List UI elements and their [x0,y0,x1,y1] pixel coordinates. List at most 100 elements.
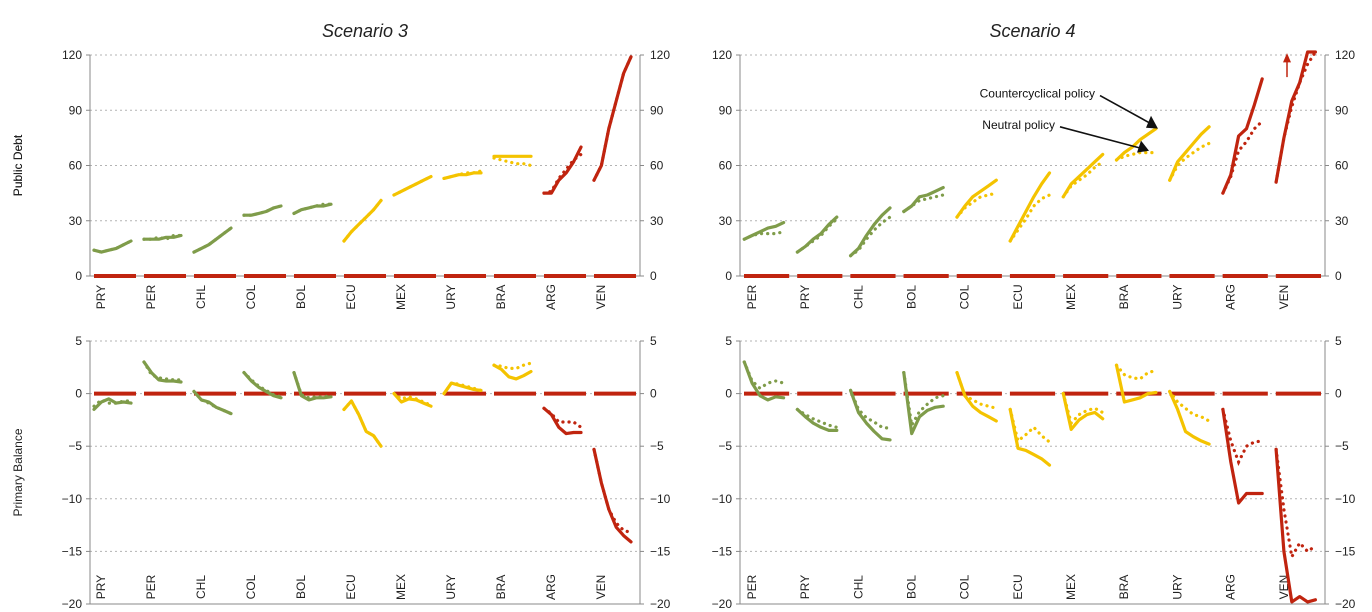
category-label: BRA [1117,575,1131,600]
category-label: ARG [1224,284,1238,310]
series-dotted-ury [442,381,483,396]
y-tick-label-left: −20 [62,597,83,611]
series-line-ven [592,447,633,544]
category-label: COL [958,574,972,599]
y-tick-label-right: 90 [650,103,664,117]
y-axis-label: Public Debt [11,134,25,196]
y-axis-label: Public Debt [11,134,25,196]
category-label: URY [1170,284,1184,309]
annotation-arrow-2 [1059,126,1141,149]
y-tick-label-left: −10 [62,492,83,506]
y-tick-label-left: 0 [725,387,732,401]
series-line-bol [902,186,945,214]
category-label: ARG [544,574,558,600]
y-tick-label-right: 60 [1335,159,1349,173]
y-tick-label-left: 30 [719,214,733,228]
series-line-ven [1274,50,1318,184]
scenario-3-primary-balance-panel: −20 −20 −15 −15 −10 −10 −5 −5 0 0 5 5 Primary Balanc… [11,334,671,611]
series-line-mex [392,392,433,408]
y-tick-label-left: 5 [725,334,732,348]
series-line-bra [492,363,533,381]
series-line-ven [1274,447,1318,604]
y-tick-label-left: 90 [719,103,733,117]
series-dotted-ecu [1008,407,1052,444]
y-tick-label-right: 120 [1335,48,1355,62]
y-tick-label-right: −15 [1335,544,1356,558]
y-tick-label-left: −10 [712,492,733,506]
annotation-neutral-label: Neutral policy [982,118,1055,132]
category-label: MEX [1064,574,1078,600]
y-tick-label-right: 90 [1335,103,1349,117]
y-tick-label-left: 0 [75,269,82,283]
y-tick-label-left: −15 [712,544,733,558]
y-tick-label-right: 30 [650,214,664,228]
y-tick-label-right: −20 [1335,597,1356,611]
scenario-3-public-debt-panel: 0 0 30 30 60 60 90 90 120 120 Public Debt Scenario … [11,21,670,310]
category-label: BOL [294,285,308,309]
series-line-pry [795,407,839,432]
y-tick-label-left: −15 [62,544,83,558]
series-dotted-bol [292,202,333,215]
y-tick-label-left: 0 [725,269,732,283]
series-dotted-col [242,371,283,399]
series-dotted-mex [392,175,433,197]
category-label: CHL [851,285,865,309]
series-line-chl [848,206,892,258]
category-label: VEN [594,285,608,310]
category-label: CHL [851,575,865,599]
series-dotted-mex [1061,160,1105,199]
y-tick-label-right: 0 [1335,387,1342,401]
annotation-countercyclical-label: Countercyclical policy [980,87,1095,101]
category-label: ECU [1011,284,1025,309]
category-label: CHL [194,285,208,309]
category-label: PER [144,284,158,309]
chart-title: Scenario 3 [322,21,408,41]
category-label: BOL [905,285,919,309]
category-label: BRA [1117,285,1131,310]
series-line-ecu [342,198,383,243]
series-line-per [142,360,183,384]
category-label: VEN [594,575,608,600]
series-dotted-arg [542,406,583,429]
series-line-mex [1061,152,1105,199]
category-label: ARG [1224,574,1238,600]
series-line-arg [1221,77,1264,195]
y-tick-label-left: 5 [75,334,82,348]
series-line-arg [1221,407,1264,505]
up-arrow-icon [1283,53,1291,63]
category-label: CHL [194,575,208,599]
series-dotted-ury [442,169,483,180]
category-label: PRY [798,285,812,309]
series-dotted-arg [542,152,583,195]
series-dotted-bra [492,361,533,370]
series-line-ecu [1008,171,1052,243]
series-line-col [955,178,998,219]
series-dotted-per [742,230,786,241]
series-line-ecu [1008,407,1052,467]
series-dotted-pry [795,407,839,429]
series-dotted-chl [848,388,892,430]
series-line-chl [848,388,892,442]
policy-annotations: Countercyclical policy Neutral policy [980,53,1291,153]
y-tick-label-right: 0 [650,387,657,401]
series-dotted-pry [92,239,133,254]
y-tick-label-right: −15 [650,544,671,558]
series-dotted-chl [192,389,233,416]
series-line-ven [592,55,633,182]
series-dotted-mex [1061,392,1105,427]
series-line-bol [902,371,945,436]
y-tick-label-left: 120 [62,48,82,62]
category-label: BOL [294,575,308,599]
chart-title: Scenario 4 [989,21,1075,41]
y-axis-label: Primary Balance [11,428,25,516]
y-tick-label-left: 30 [69,214,83,228]
category-label: ECU [344,284,358,309]
series-dotted-bra [1114,363,1158,381]
category-label: VEN [1277,285,1291,310]
series-dotted-bra [492,156,533,168]
series-line-ury [1168,125,1211,182]
y-tick-label-left: −20 [712,597,733,611]
category-label: MEX [394,574,408,600]
series-dotted-ecu [342,398,383,448]
